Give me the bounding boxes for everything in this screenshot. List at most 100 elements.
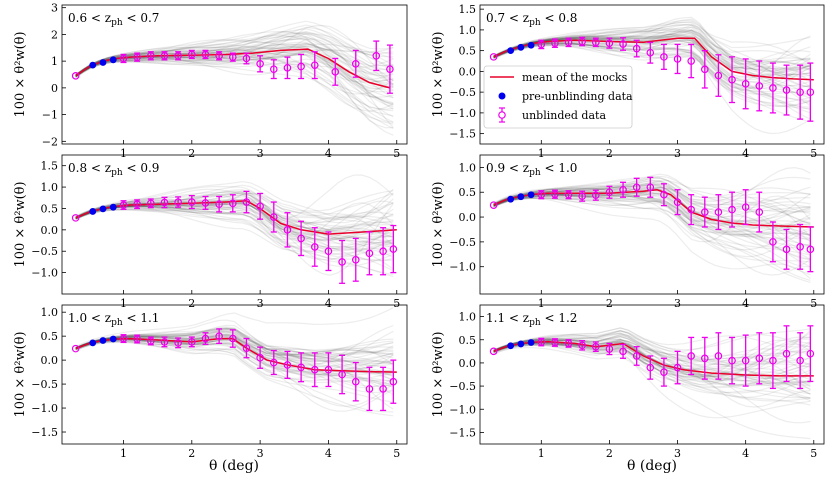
x-tick-label: 1 [538, 147, 545, 160]
x-tick-label: 4 [325, 447, 332, 460]
unblinded-data [119, 40, 394, 94]
x-tick-label: 4 [325, 147, 332, 160]
mock-line [493, 327, 811, 351]
mock-line [75, 37, 394, 76]
x-tick-label: 2 [188, 447, 195, 460]
mock-line [75, 329, 394, 369]
unblinded-point [782, 86, 791, 94]
unblinded-point [605, 39, 614, 47]
x-tick-label: 3 [257, 147, 264, 160]
mock-line [75, 57, 394, 104]
panel-label-sub: ph [111, 18, 123, 28]
panel-label-tail: < 1.1 [123, 311, 160, 325]
y-tick-label: −1 [42, 109, 58, 122]
unblinded-point [228, 53, 237, 61]
x-tick-label: 2 [606, 147, 613, 160]
mock-line [75, 327, 394, 363]
mock-line [493, 197, 811, 263]
mock-line [75, 206, 394, 258]
y-tick-label: −0.5 [31, 245, 58, 258]
mock-line [493, 327, 811, 351]
unblinded-point [564, 190, 573, 199]
unblinded-point [728, 75, 736, 84]
mock-line [493, 192, 811, 240]
mock-line [75, 205, 394, 245]
x-tick-label: 1 [120, 147, 127, 160]
mock-line [493, 193, 811, 236]
legend-label: unblinded data [522, 109, 606, 122]
unblinded-point [297, 234, 305, 243]
mock-line [75, 192, 394, 224]
unblinded-point [297, 363, 305, 372]
unblinded-point [269, 213, 278, 221]
mock-line [75, 38, 394, 128]
mean-line [493, 37, 814, 81]
x-tick-label: 3 [257, 447, 264, 460]
mock-line [493, 42, 811, 92]
mock-line [75, 24, 394, 76]
unblinded-point [700, 354, 709, 363]
unblinded-point [338, 370, 346, 379]
unblinded-point [147, 199, 155, 208]
mock-line [493, 186, 811, 247]
pre-unblinding-point [489, 347, 498, 356]
axes-frame [61, 154, 408, 295]
unblinded-point [338, 258, 346, 266]
unblinded-point [537, 338, 546, 346]
unblinded-point [755, 354, 764, 363]
y-tick-label: 1 [51, 55, 58, 68]
unblinded-point [133, 335, 141, 343]
pre-unblinding-point [71, 344, 80, 353]
mock-line [75, 198, 394, 224]
x-tick-label: 5 [810, 447, 817, 460]
unblinded-point [782, 349, 791, 358]
mock-line [493, 342, 811, 395]
unblinded-point [119, 201, 128, 209]
pre-unblinding-point [89, 339, 97, 347]
mock-line [75, 208, 394, 270]
panel-label-sub: ph [529, 168, 541, 178]
mock-line [75, 200, 394, 231]
y-tick-label: 0.0 [41, 354, 59, 367]
unblinded-point [769, 356, 777, 365]
mock-line [493, 330, 811, 367]
mock-line [75, 338, 394, 383]
mock-line [493, 44, 811, 120]
y-tick-label: 1.0 [41, 306, 59, 319]
unblinded-data [119, 190, 398, 284]
unblinded-point [537, 190, 546, 199]
unblinded-point [119, 54, 128, 63]
mock-line [493, 334, 811, 384]
unblinded-point [632, 183, 641, 192]
unblinded-point [201, 199, 210, 207]
unblinded-point [782, 245, 791, 254]
unblinded-point [592, 191, 600, 200]
panel-label-main: 1.0 < z [68, 311, 111, 325]
unblinded-point [619, 40, 627, 48]
unblinded-point [578, 341, 586, 350]
unblinded-point [755, 82, 764, 90]
unblinded-point [551, 338, 559, 347]
mock-line [493, 39, 811, 108]
mock-line [493, 41, 811, 107]
unblinded-point [160, 198, 169, 207]
mock-line [493, 339, 811, 384]
unblinded-point [605, 188, 614, 197]
y-tick-label: 1.0 [41, 181, 59, 194]
unblinded-point [283, 226, 292, 234]
unblinded-point [632, 352, 641, 360]
y-tick-label: 0.0 [459, 357, 477, 370]
unblinded-point [147, 51, 155, 60]
mock-line [75, 51, 394, 99]
mock-line [493, 39, 811, 114]
mock-line [75, 333, 394, 351]
unblinded-point [564, 38, 573, 47]
pre-unblinding-data [489, 339, 535, 356]
pre-unblinding-point [507, 195, 515, 203]
mock-line [493, 19, 811, 70]
mock-line [75, 35, 394, 76]
y-tick-label: −0.5 [449, 236, 476, 249]
panel-5: 1 2 3 4 5 −1.5 −1.0 −0.5 0.0 0.5 1.0 100 × θ²w(θ) 1.… [13, 304, 408, 460]
panel-1: 1 2 3 4 5 −2 −1 0 1 2 3 100 × θ²w(θ) 0.6 < zph < 0.7 [13, 2, 408, 160]
mock-line [75, 330, 394, 356]
